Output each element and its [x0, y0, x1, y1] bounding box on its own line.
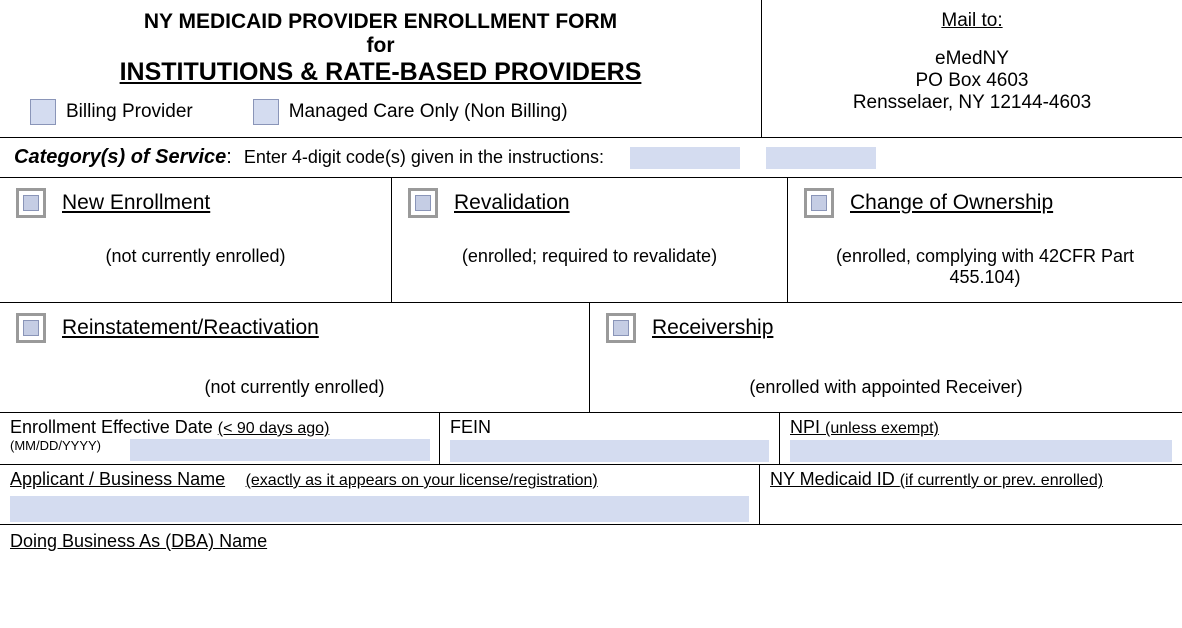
billing-provider-checkbox[interactable]: [30, 99, 56, 125]
managed-care-checkbox[interactable]: [253, 99, 279, 125]
receivership-header: Receivership: [606, 313, 1166, 343]
enroll-date-cell: Enrollment Effective Date (< 90 days ago…: [0, 413, 440, 464]
checkbox-inner-icon: [613, 320, 629, 336]
category-hint: Enter 4-digit code(s) given in the instr…: [244, 147, 604, 168]
fein-input[interactable]: [450, 440, 769, 462]
dba-label: Doing Business As (DBA) Name: [10, 531, 267, 551]
applicant-cell: Applicant / Business Name (exactly as it…: [0, 465, 760, 524]
enroll-date-paren: (< 90 days ago): [218, 420, 330, 437]
applicant-input[interactable]: [10, 496, 749, 522]
npi-paren: (unless exempt): [825, 420, 939, 437]
managed-care-group: Managed Care Only (Non Billing): [253, 99, 568, 125]
new-enrollment-sub: (not currently enrolled): [16, 246, 375, 267]
dba-row: Doing Business As (DBA) Name: [0, 524, 1182, 552]
change-ownership-sub: (enrolled, complying with 42CFR Part 455…: [804, 246, 1166, 288]
billing-provider-group: Billing Provider: [30, 99, 193, 125]
revalidation-title: Revalidation: [454, 191, 570, 215]
revalidation-checkbox[interactable]: [408, 188, 438, 218]
fields-row-2: Applicant / Business Name (exactly as it…: [0, 464, 1182, 524]
checkbox-inner-icon: [23, 320, 39, 336]
medicaid-id-label: NY Medicaid ID: [770, 469, 900, 489]
fein-label: FEIN: [450, 417, 491, 437]
npi-label: NPI: [790, 417, 825, 437]
checkbox-inner-icon: [811, 195, 827, 211]
managed-care-label: Managed Care Only (Non Billing): [289, 101, 568, 123]
change-ownership-title: Change of Ownership: [850, 191, 1053, 215]
applicant-label: Applicant / Business Name: [10, 469, 225, 489]
mail-line-1: eMedNY: [782, 48, 1162, 70]
form-title-line2: INSTITUTIONS & RATE-BASED PROVIDERS: [20, 58, 741, 87]
revalidation-sub: (enrolled; required to revalidate): [408, 246, 771, 267]
header-left: NY MEDICAID PROVIDER ENROLLMENT FORM for…: [0, 0, 762, 137]
category-code-input-1[interactable]: [630, 147, 740, 169]
enrollment-row-2: Reinstatement/Reactivation (not currentl…: [0, 302, 1182, 412]
category-row: Category(s) of Service Enter 4-digit cod…: [0, 138, 1182, 177]
reinstatement-title: Reinstatement/Reactivation: [62, 316, 319, 340]
receivership-checkbox[interactable]: [606, 313, 636, 343]
enrollment-row-1: New Enrollment (not currently enrolled) …: [0, 177, 1182, 302]
medicaid-id-cell: NY Medicaid ID (if currently or prev. en…: [760, 465, 1182, 524]
new-enrollment-cell: New Enrollment (not currently enrolled): [0, 178, 392, 302]
revalidation-header: Revalidation: [408, 188, 771, 218]
enroll-date-input[interactable]: [130, 439, 430, 461]
billing-provider-label: Billing Provider: [66, 101, 193, 123]
provider-type-row: Billing Provider Managed Care Only (Non …: [20, 99, 741, 125]
mail-to-section: Mail to: eMedNY PO Box 4603 Rensselaer, …: [762, 0, 1182, 137]
category-code-input-2[interactable]: [766, 147, 876, 169]
reinstatement-sub: (not currently enrolled): [16, 377, 573, 398]
change-ownership-header: Change of Ownership: [804, 188, 1166, 218]
reinstatement-checkbox[interactable]: [16, 313, 46, 343]
category-label: Category(s) of Service: [14, 146, 232, 169]
receivership-title: Receivership: [652, 316, 773, 340]
medicaid-id-paren: (if currently or prev. enrolled): [900, 472, 1103, 489]
reinstatement-cell: Reinstatement/Reactivation (not currentl…: [0, 303, 590, 412]
checkbox-inner-icon: [415, 195, 431, 211]
fields-row-1: Enrollment Effective Date (< 90 days ago…: [0, 412, 1182, 464]
revalidation-cell: Revalidation (enrolled; required to reva…: [392, 178, 788, 302]
applicant-paren: (exactly as it appears on your license/r…: [246, 472, 598, 489]
reinstatement-header: Reinstatement/Reactivation: [16, 313, 573, 343]
change-ownership-cell: Change of Ownership (enrolled, complying…: [788, 178, 1182, 302]
new-enrollment-checkbox[interactable]: [16, 188, 46, 218]
form-container: NY MEDICAID PROVIDER ENROLLMENT FORM for…: [0, 0, 1182, 628]
new-enrollment-header: New Enrollment: [16, 188, 375, 218]
mail-line-2: PO Box 4603: [782, 70, 1162, 92]
change-ownership-checkbox[interactable]: [804, 188, 834, 218]
checkbox-inner-icon: [23, 195, 39, 211]
npi-cell: NPI (unless exempt): [780, 413, 1182, 464]
header-section: NY MEDICAID PROVIDER ENROLLMENT FORM for…: [0, 0, 1182, 138]
enroll-date-label: Enrollment Effective Date: [10, 417, 218, 437]
npi-input[interactable]: [790, 440, 1172, 462]
mail-line-3: Rensselaer, NY 12144-4603: [782, 92, 1162, 114]
form-title-for: for: [20, 34, 741, 58]
new-enrollment-title: New Enrollment: [62, 191, 210, 215]
fein-cell: FEIN: [440, 413, 780, 464]
mail-to-label: Mail to:: [782, 10, 1162, 32]
form-title-line1: NY MEDICAID PROVIDER ENROLLMENT FORM: [20, 10, 741, 34]
receivership-cell: Receivership (enrolled with appointed Re…: [590, 303, 1182, 412]
receivership-sub: (enrolled with appointed Receiver): [606, 377, 1166, 398]
